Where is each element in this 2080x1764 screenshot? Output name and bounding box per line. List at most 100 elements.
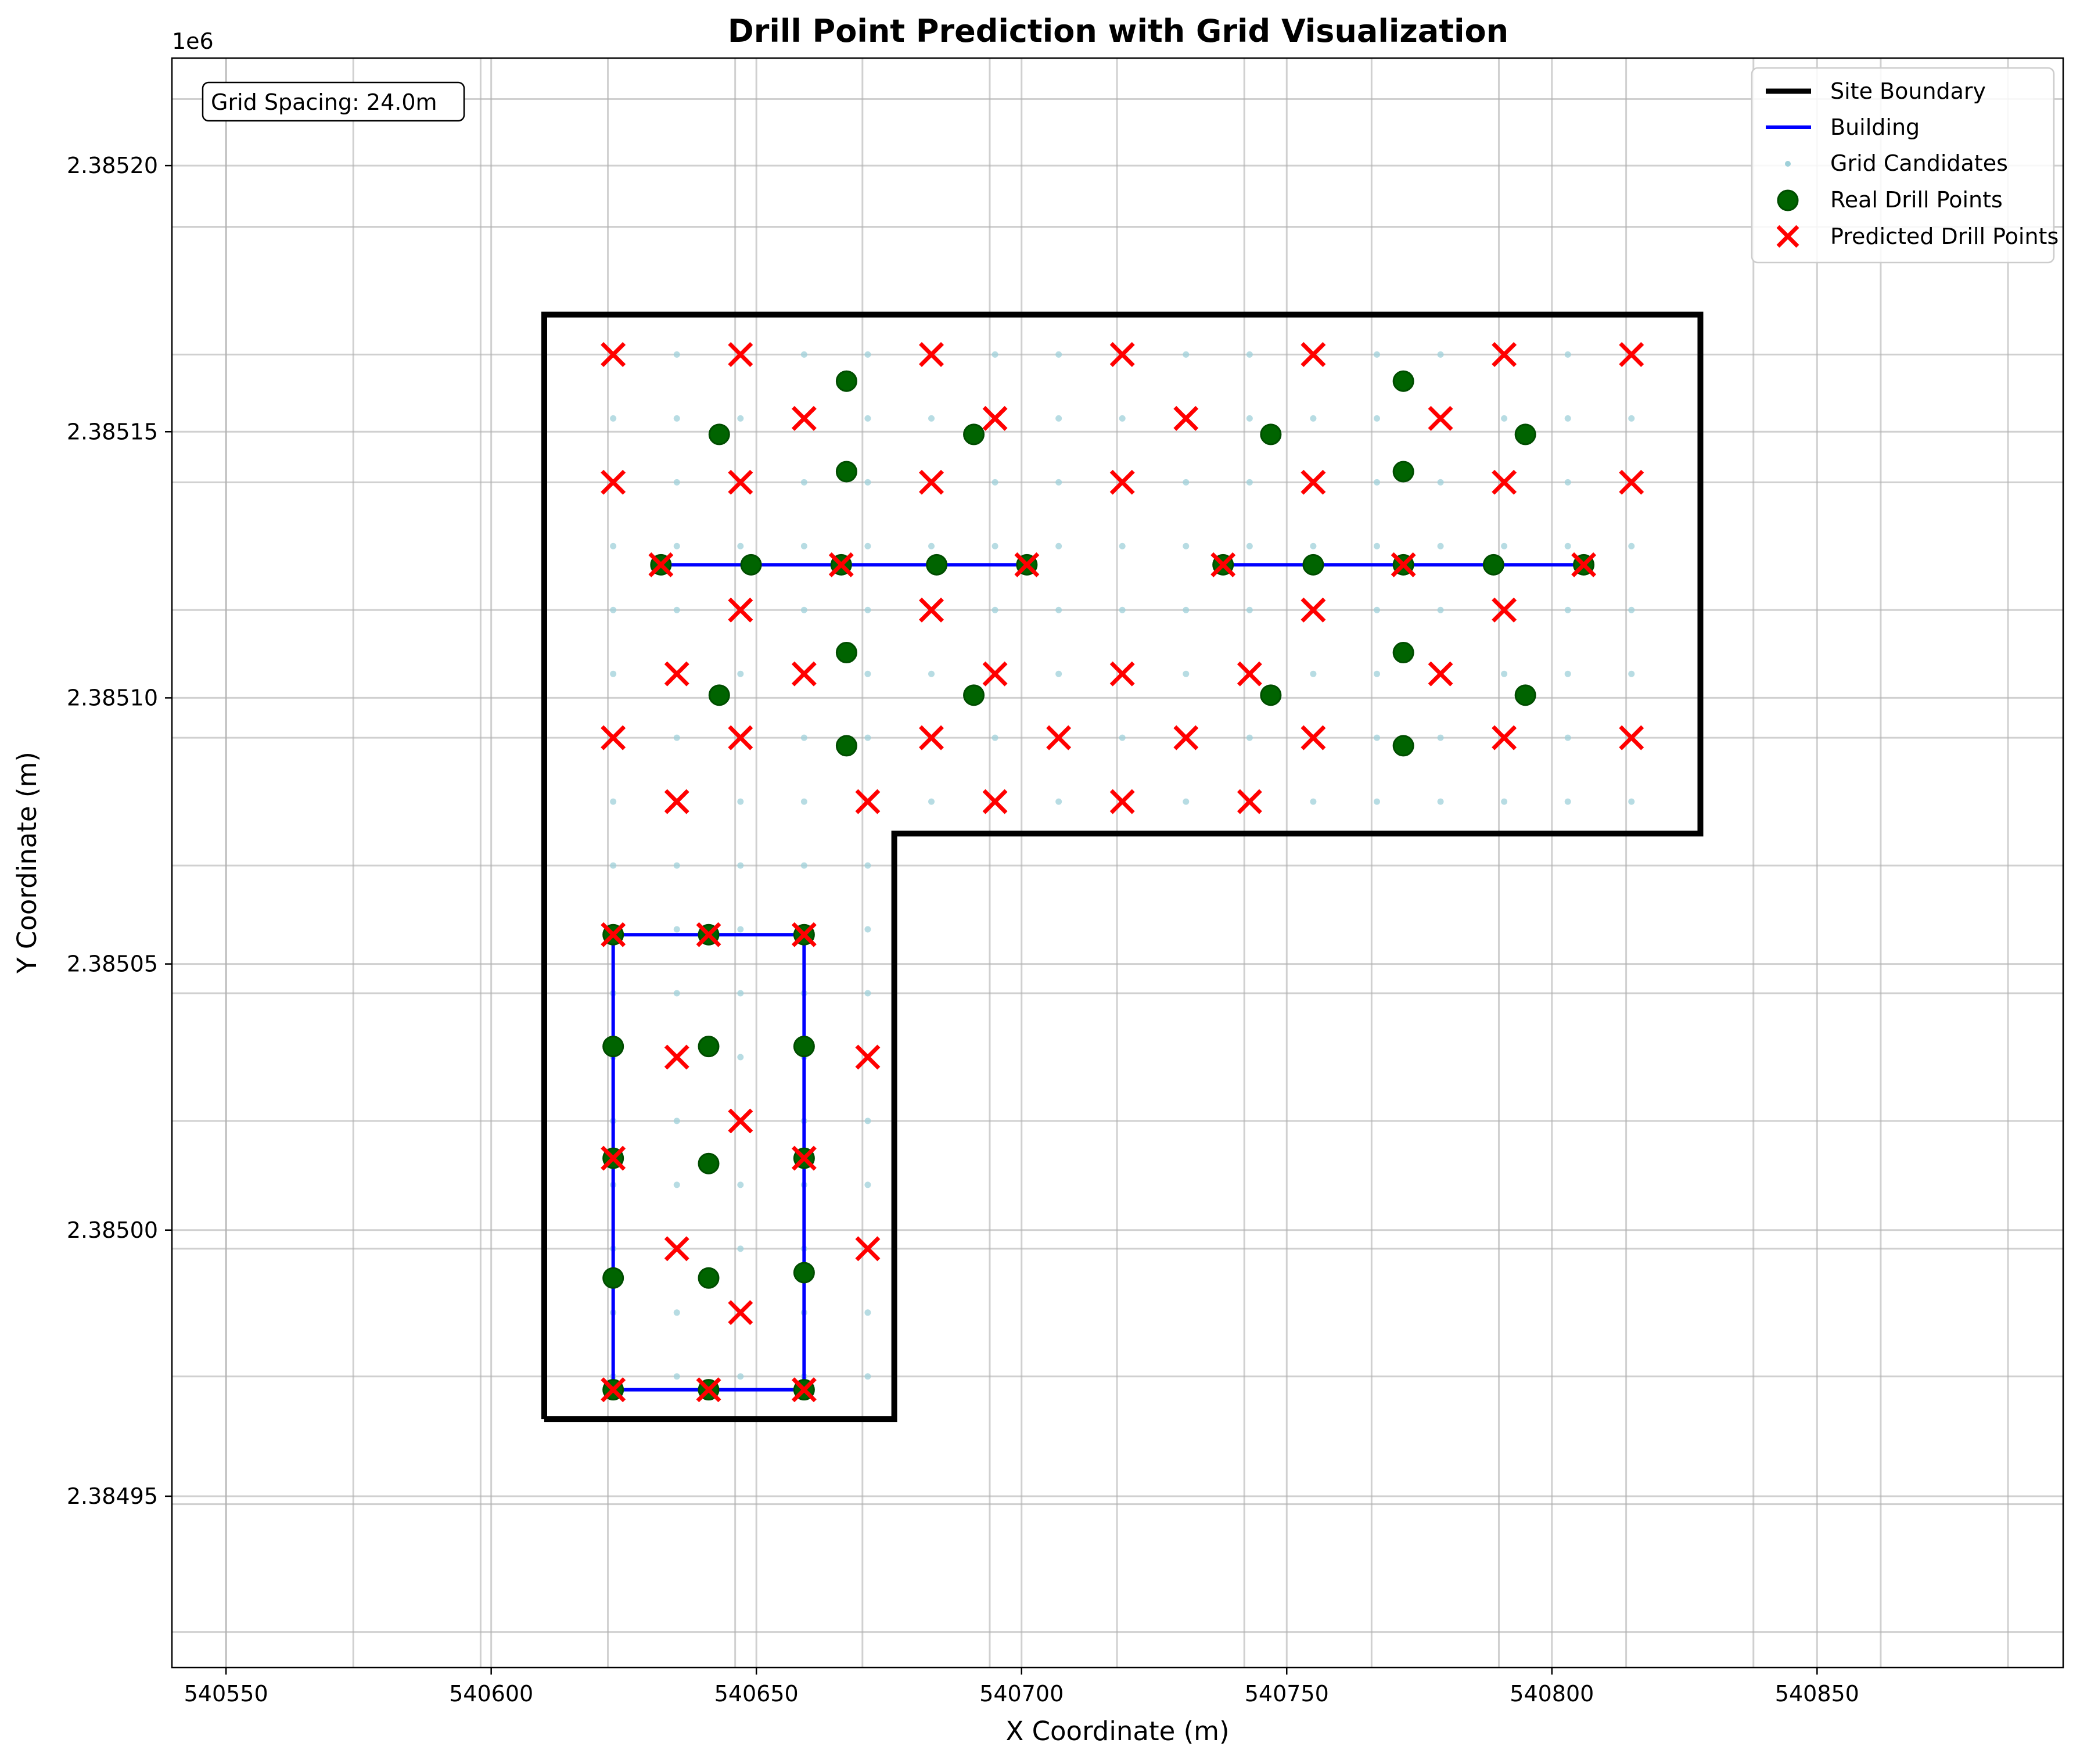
grid-spacing-text: Grid Spacing: 24.0m xyxy=(211,89,437,115)
grid-candidate-point xyxy=(1628,670,1635,677)
y-axis-label: Y Coordinate (m) xyxy=(12,752,42,974)
grid-candidate-point xyxy=(673,415,680,422)
grid-candidate-point xyxy=(1373,415,1380,422)
grid-candidate-point xyxy=(1564,670,1571,677)
predicted-marker-stroke xyxy=(1237,661,1262,687)
grid-candidate-point xyxy=(1119,415,1126,422)
predicted-marker-stroke xyxy=(1109,789,1135,814)
grid-candidate-point xyxy=(610,543,617,549)
real-drill-point xyxy=(708,684,730,706)
predicted-drill-point xyxy=(1492,725,1517,750)
grid-candidate-point xyxy=(1246,415,1253,422)
legend-site-boundary-label: Site Boundary xyxy=(1830,78,1986,104)
predicted-marker-stroke xyxy=(648,552,674,577)
predicted-marker-stroke xyxy=(791,1377,817,1403)
grid-candidate-point xyxy=(610,606,617,613)
grid-candidate-point xyxy=(864,606,871,613)
real-drill-point xyxy=(835,461,857,483)
grid-candidate-point xyxy=(1437,606,1444,613)
grid-candidate-point xyxy=(864,1309,871,1316)
x-tick-label: 540800 xyxy=(1510,1681,1594,1706)
predicted-drill-point xyxy=(728,469,753,495)
y-axis-ticks: 2.38495 2.38500 2.38505 2.38510 2.38515 2.385… xyxy=(67,153,172,1509)
site-boundary-line xyxy=(541,311,1704,1422)
y-tick-label: 2.38520 xyxy=(67,153,158,178)
grid-candidate-point xyxy=(1501,543,1508,549)
legend-real-label: Real Drill Points xyxy=(1830,187,2003,213)
predicted-marker-stroke xyxy=(1619,469,1644,495)
grid-candidate-point xyxy=(737,415,744,422)
predicted-drill-point xyxy=(791,922,817,947)
grid-candidate-point xyxy=(1119,543,1126,549)
grid-candidate-point xyxy=(1183,670,1190,677)
predicted-marker-stroke xyxy=(1301,469,1326,495)
real-drill-point xyxy=(1514,684,1536,706)
predicted-marker-stroke xyxy=(601,469,626,495)
predicted-drill-point xyxy=(728,1300,753,1325)
real-drill-point xyxy=(1392,735,1414,757)
predicted-marker-stroke xyxy=(1571,552,1597,577)
predicted-marker-stroke xyxy=(728,725,753,750)
grid-candidate-point xyxy=(928,798,935,805)
real-drill-point xyxy=(1392,370,1414,392)
predicted-drill-point xyxy=(1237,789,1262,814)
grid-candidate-point xyxy=(1373,351,1380,358)
predicted-drill-point xyxy=(1301,725,1326,750)
grid-candidate-point xyxy=(737,990,744,997)
predicted-marker-stroke xyxy=(855,1236,881,1262)
grid-candidate-point xyxy=(673,543,680,549)
predicted-drill-point xyxy=(1619,469,1644,495)
real-drill-point xyxy=(1514,423,1536,446)
predicted-marker-stroke xyxy=(601,342,626,367)
predicted-marker-stroke xyxy=(919,469,944,495)
y-tick-label: 2.38515 xyxy=(67,419,158,444)
grid-candidate-point xyxy=(673,1181,680,1188)
grid-candidate-point xyxy=(928,670,935,677)
real-drill-point xyxy=(926,554,948,576)
grid-candidate-point xyxy=(800,543,807,549)
predicted-marker-stroke xyxy=(728,597,753,623)
predicted-drill-point xyxy=(791,1377,817,1403)
predicted-drill-point xyxy=(1301,342,1326,367)
real-drill-point xyxy=(602,1267,624,1289)
predicted-drill-point xyxy=(791,661,817,687)
predicted-marker-stroke xyxy=(1492,342,1517,367)
legend-grid-candidates-swatch xyxy=(1785,161,1791,167)
grid-candidate-point xyxy=(1373,798,1380,805)
predicted-drill-point xyxy=(601,1145,626,1171)
grid-candidate-point xyxy=(1373,734,1380,741)
grid-candidate-point xyxy=(1119,734,1126,741)
predicted-marker-stroke xyxy=(601,1377,626,1403)
predicted-marker-stroke xyxy=(1014,552,1040,577)
grid-candidate-point xyxy=(673,351,680,358)
grid-candidate-point xyxy=(1055,798,1062,805)
grid-candidate-point xyxy=(1246,606,1253,613)
grid-candidate-point xyxy=(737,543,744,549)
grid-candidate-point xyxy=(737,1181,744,1188)
predicted-marker-stroke xyxy=(728,469,753,495)
grid-candidate-point xyxy=(800,606,807,613)
grid-candidate-point xyxy=(673,990,680,997)
predicted-drill-point xyxy=(1428,405,1453,431)
predicted-marker-stroke xyxy=(791,922,817,947)
real-drill-point xyxy=(740,554,762,576)
real-drill-point xyxy=(1302,554,1324,576)
grid-candidate-point xyxy=(1437,543,1444,549)
predicted-drill-point xyxy=(1237,661,1262,687)
grid-candidate-point xyxy=(864,926,871,933)
grid-candidate-point xyxy=(1310,415,1317,422)
predicted-drill-point xyxy=(601,469,626,495)
real-drill-point xyxy=(793,1036,815,1058)
predicted-marker-stroke xyxy=(1109,342,1135,367)
grid-candidate-point xyxy=(610,798,617,805)
predicted-drill-point xyxy=(982,405,1008,431)
predicted-drill-point xyxy=(1301,469,1326,495)
site-boundary xyxy=(541,311,1704,1422)
predicted-marker-stroke xyxy=(601,922,626,947)
grid-candidate-point xyxy=(864,670,871,677)
predicted-marker-stroke xyxy=(791,661,817,687)
grid-candidate-point xyxy=(1310,798,1317,805)
predicted-marker-stroke xyxy=(728,342,753,367)
predicted-marker-stroke xyxy=(791,1145,817,1171)
real-drill-point xyxy=(698,1267,720,1289)
